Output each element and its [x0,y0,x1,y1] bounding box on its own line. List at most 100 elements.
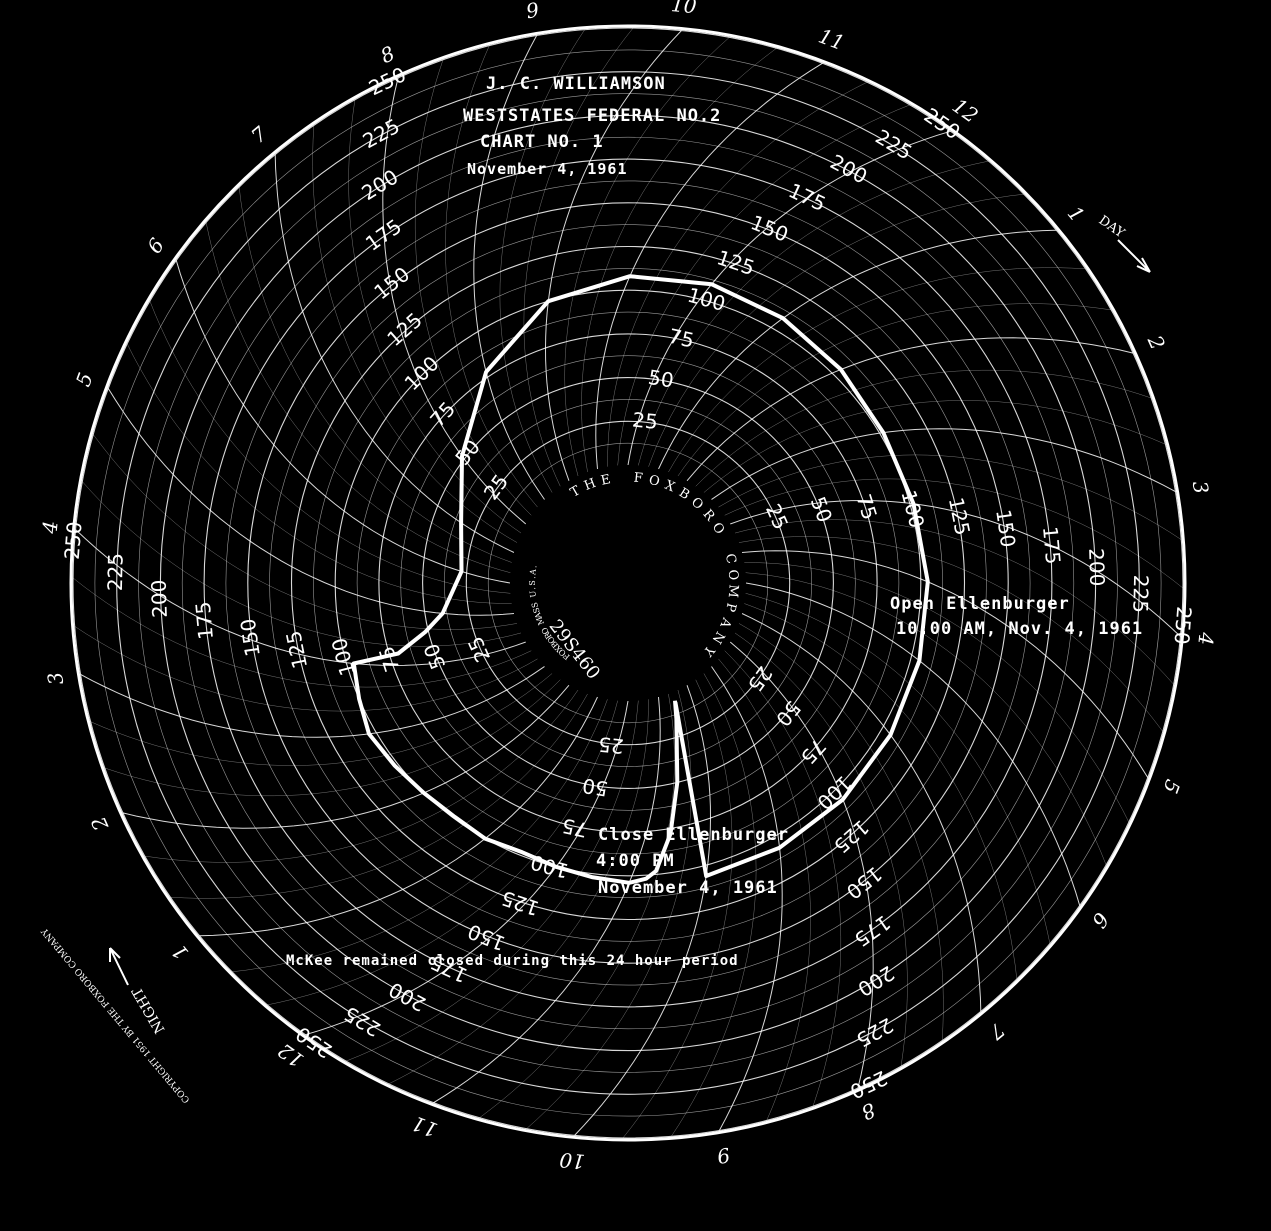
header-operator: J. C. WILLIAMSON [486,74,666,94]
time-arc [711,428,1176,501]
time-arc [445,45,538,508]
time-arc [638,160,989,466]
time-arc [144,689,579,863]
chart-rim [69,24,1187,1142]
hub-city-text: . [528,587,537,590]
radial-tick-label: 225 [103,553,128,592]
hour-label: 10 [670,0,698,18]
time-arc [479,693,675,1118]
time-arc [703,400,1166,493]
grid-ring [225,180,1031,986]
hour-label: 4 [1193,630,1218,646]
radial-tick-label: 225 [1128,575,1153,614]
radial-tick-label: 150 [991,508,1020,549]
time-arc [686,337,1134,482]
time-arc [122,684,570,829]
hub-maker-text: E [600,472,612,489]
time-arc [499,29,585,493]
close-annotation-date: November 4, 1961 [598,878,778,898]
time-arc [744,603,1018,980]
radial-tick-label: 25 [597,732,625,759]
time-arc [729,641,874,1089]
time-arc [90,673,553,766]
footnote: McKee remained closed during this 24 hou… [286,953,739,969]
close-annotation-time: 4:00 PM [596,851,675,871]
time-arc [93,434,518,630]
grid-ring [269,224,987,942]
radial-tick-label: 25 [631,407,659,434]
time-arc [305,700,629,1036]
open-annotation-time: 10:00 AM, Nov. 4, 1961 [896,619,1144,639]
time-arc [658,229,1057,470]
time-arc [710,666,783,1131]
time-arc [523,27,634,487]
time-arc [170,693,588,899]
time-arc [671,673,757,1137]
time-arc [348,99,522,534]
grid-ring [487,442,769,724]
close-annotation-label: Close Ellenburger [598,825,789,845]
grid-ring [72,27,1184,1139]
time-arc [607,81,868,467]
hub-city-text: O [557,647,568,658]
grid-ring [159,114,1097,1052]
grid-ring [378,333,878,833]
time-arc [718,658,811,1121]
grid-ring [422,377,834,789]
time-arc [107,388,515,616]
time-arc [668,267,1086,473]
time-arc [175,260,511,584]
hour-label: 3 [43,670,69,687]
radial-tick-label: 50 [646,365,675,393]
hub-city-text: M [535,615,547,626]
radial-tick-label: 150 [236,617,265,658]
hub-city-text: F [561,651,571,662]
grid-ring [444,399,812,767]
hub-city-text: A [528,568,538,576]
hub-city-text: B [549,639,560,649]
radial-tick-label: 250 [60,521,87,561]
time-arc [695,369,1152,487]
day-arrow-icon [1117,239,1151,273]
time-arc [595,62,823,470]
hub-city-text: X [553,643,564,654]
time-arc [199,696,598,937]
time-arc [738,536,1163,732]
hub-maker-text: P [722,601,739,613]
time-arc [564,37,730,477]
hub-maker-text: M [725,584,741,598]
time-arc [82,481,522,647]
time-arc [581,48,777,473]
grid-ring [465,420,791,746]
hub-city-text: S [528,580,537,585]
time-arc [677,303,1112,477]
hour-label: 10 [558,1148,586,1174]
time-arc [744,562,1130,823]
time-arc [274,154,515,553]
time-arc [724,478,1184,589]
time-arc [718,454,1182,540]
time-arc [74,626,538,712]
time-arc [745,582,1081,906]
time-arc [738,623,944,1041]
night-arrow-icon [109,947,129,986]
pressure-trace-layer [351,274,930,885]
hub-maker-text: F [633,471,643,487]
time-arc [346,700,639,1062]
time-arc [126,343,512,604]
hub-maker-text: O [725,569,741,581]
grid-ring [94,49,1162,1117]
hub-maker-text: H [582,476,598,494]
time-arc [72,577,532,688]
time-arc [526,689,692,1129]
time-arc [734,519,1174,685]
time-arc [617,104,910,466]
hub-maker-text: O [647,473,661,490]
grid-ring [400,355,856,811]
radial-tick-label: 75 [560,813,590,842]
radial-tick-label: 175 [1038,525,1065,565]
grid-ring [116,71,1140,1095]
radial-tick-label: 75 [666,324,696,353]
hour-label: 3 [1188,479,1214,496]
